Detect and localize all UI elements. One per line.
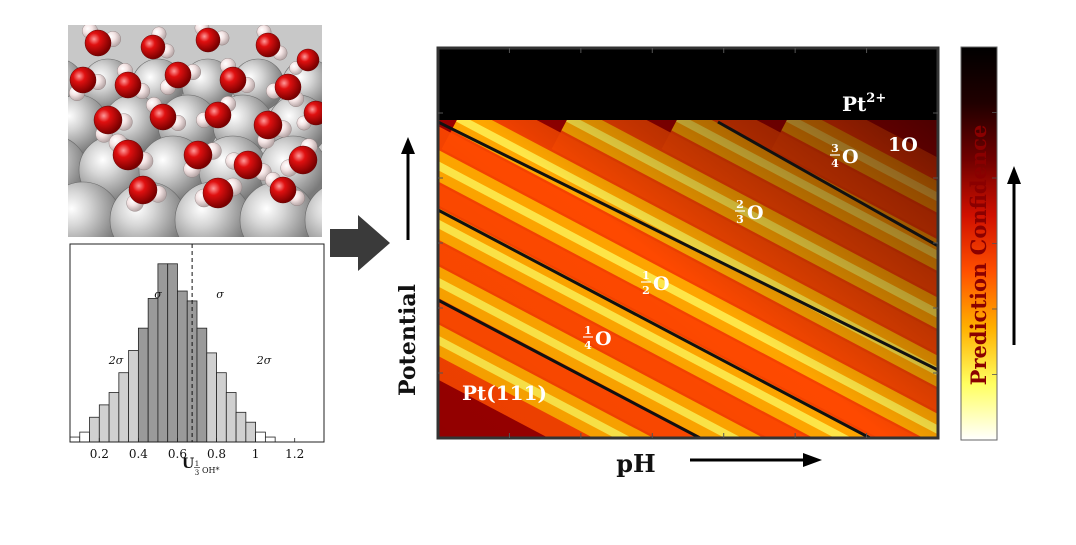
- histogram-bar: [98, 404, 110, 443]
- region-label-1o: 1O: [888, 134, 918, 156]
- histogram-bar: [216, 372, 227, 443]
- histogram-bar: [69, 436, 81, 443]
- phase-boundary-line: [438, 298, 701, 438]
- y-axis-label: Potential: [395, 284, 421, 396]
- histogram-bar: [89, 416, 100, 443]
- svg-text:O: O: [653, 273, 670, 295]
- sigma-label: 2σ: [256, 354, 272, 367]
- x-tick-label: 0.6: [168, 447, 187, 461]
- histogram-bar: [225, 392, 237, 443]
- svg-text:O: O: [747, 202, 764, 224]
- x-tick-label: 1: [252, 447, 260, 461]
- svg-text:1: 1: [642, 269, 650, 282]
- svg-text:3: 3: [736, 213, 744, 226]
- region-label-quarter-o: 1 4 O: [583, 324, 612, 352]
- sigma-label: σ: [216, 288, 224, 301]
- svg-text:OH*: OH*: [202, 466, 220, 475]
- histogram-bar: [147, 298, 159, 443]
- phase-boundary-line: [717, 120, 938, 248]
- region-label-half-o: 1 2 O: [641, 269, 670, 297]
- right-arrow-icon: [690, 453, 822, 467]
- sigma-label: 2σ: [108, 354, 124, 367]
- svg-text:4: 4: [584, 339, 592, 352]
- sigma-label: σ: [154, 288, 162, 301]
- histogram-bar: [137, 327, 149, 443]
- svg-text:2: 2: [736, 198, 744, 211]
- x-tick-label: 0.2: [90, 447, 109, 461]
- svg-text:1: 1: [584, 324, 592, 337]
- region-label-pt111: Pt(111): [462, 381, 547, 405]
- svg-text:1: 1: [195, 460, 199, 468]
- region-label-three-quarters-o: 3 4 O: [830, 142, 859, 170]
- histogram-bar: [235, 411, 247, 443]
- histogram-bar: [177, 290, 188, 443]
- up-arrow-icon: [1007, 166, 1021, 345]
- svg-text:3: 3: [831, 142, 839, 155]
- region-label-two-thirds-o: 2 3 O: [735, 198, 764, 226]
- histogram-bar: [128, 350, 139, 443]
- phase-boundary-line: [438, 120, 938, 372]
- x-tick-label: 1.2: [285, 447, 304, 461]
- up-arrow-icon: [401, 137, 415, 240]
- phase-boundary-line: [438, 208, 871, 438]
- histogram-bar: [118, 372, 130, 443]
- x-axis-label: pH: [616, 449, 655, 478]
- svg-text:O: O: [842, 146, 859, 168]
- molecular-structure-image: [68, 25, 322, 237]
- histogram-bar: [196, 327, 208, 443]
- histogram-chart: 0.2 0.4 0.6 0.8 1 1.2σ σ2σ 2σU 13 OH*: [69, 243, 325, 477]
- histogram-bar: [245, 421, 257, 443]
- x-axis-label: U 13 OH*: [182, 456, 220, 477]
- histogram-bar: [79, 431, 90, 443]
- histogram-bar: [264, 436, 276, 443]
- svg-text:4: 4: [831, 157, 839, 170]
- histogram-bar: [255, 431, 266, 443]
- svg-text:O: O: [595, 328, 612, 350]
- svg-text:U: U: [182, 456, 194, 472]
- x-tick-label: 0.4: [129, 447, 148, 461]
- x-tick-label: 0.8: [207, 447, 226, 461]
- histogram-bar: [108, 392, 120, 443]
- svg-text:3: 3: [195, 469, 199, 477]
- right-arrow-icon: [330, 215, 390, 271]
- colorbar-gradient: [960, 46, 998, 441]
- histogram-bar: [206, 352, 217, 443]
- colorbar: Prediction Confidence: [960, 46, 1021, 441]
- colorbar-label: Prediction Confidence: [966, 125, 991, 386]
- svg-text:2: 2: [642, 284, 650, 297]
- histogram-bar: [167, 263, 178, 443]
